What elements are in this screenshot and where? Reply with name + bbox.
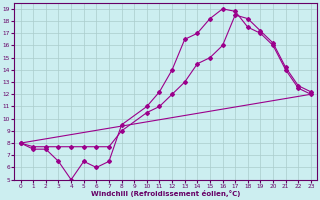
- X-axis label: Windchill (Refroidissement éolien,°C): Windchill (Refroidissement éolien,°C): [91, 190, 240, 197]
